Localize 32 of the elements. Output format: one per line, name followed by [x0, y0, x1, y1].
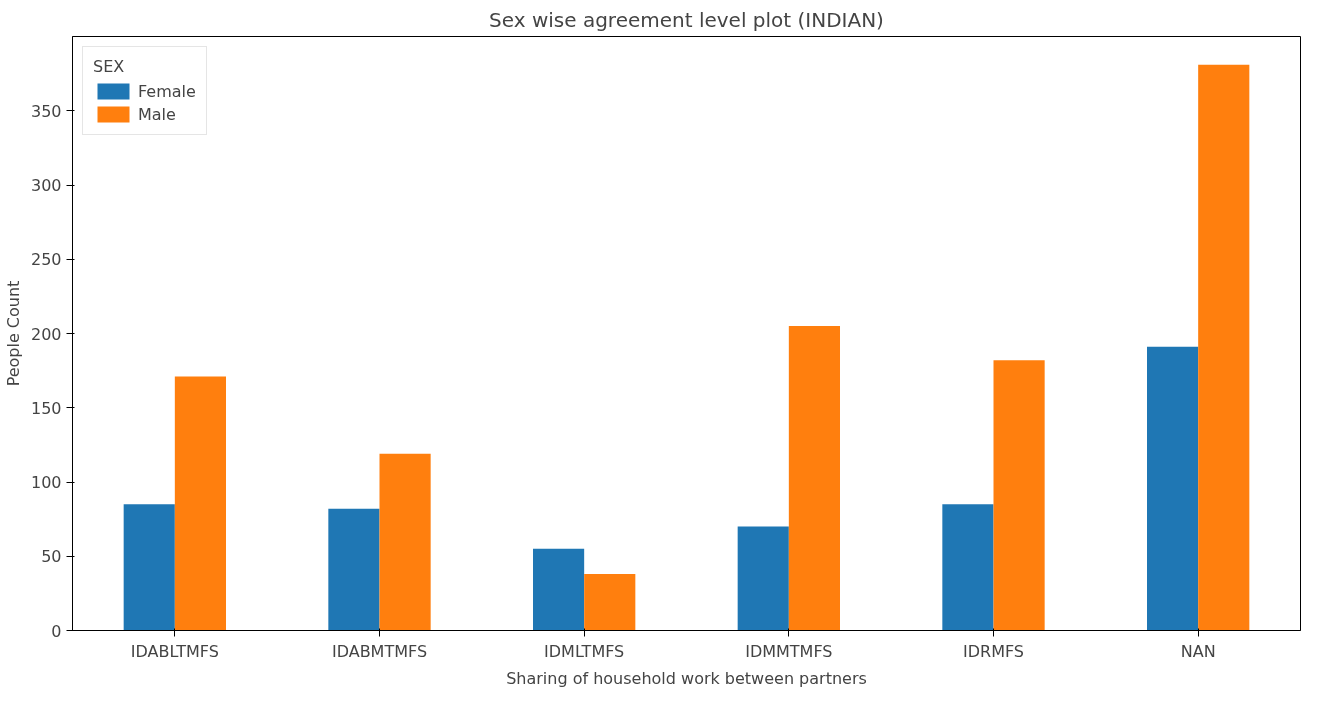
- bar: [533, 548, 585, 631]
- bar: [584, 574, 636, 631]
- y-tick-label: 250: [30, 250, 62, 270]
- y-tick-label: 0: [51, 621, 62, 641]
- bar: [174, 376, 226, 631]
- y-tick-label: 150: [30, 398, 62, 418]
- bar: [379, 453, 431, 631]
- chart-title: Sex wise agreement level plot (INDIAN): [489, 7, 884, 32]
- bar: [328, 508, 380, 631]
- bar: [1147, 346, 1199, 631]
- legend-label: Male: [138, 104, 176, 124]
- y-tick-label: 50: [41, 547, 62, 567]
- bar: [788, 326, 840, 631]
- x-tick-label: NAN: [1180, 641, 1216, 661]
- y-tick-label: 200: [30, 324, 62, 344]
- x-tick-label: IDABMTMFS: [331, 641, 428, 661]
- bar: [737, 526, 789, 631]
- bar: [1198, 64, 1250, 631]
- bar: [993, 360, 1045, 631]
- y-tick-label: 100: [30, 473, 62, 492]
- x-tick-label: IDMMTMFS: [745, 641, 833, 661]
- y-axis-title: People Count: [3, 280, 23, 387]
- x-axis-title: Sharing of household work between partners: [506, 668, 867, 688]
- legend-title: SEX: [93, 57, 126, 76]
- bar: [123, 504, 175, 631]
- bar: [942, 504, 994, 631]
- x-tick-label: IDRMFS: [962, 641, 1025, 661]
- y-tick-label: 300: [30, 176, 62, 195]
- x-tick-label: IDMLTMFS: [544, 641, 625, 661]
- x-tick-label: IDABLTMFS: [130, 641, 219, 661]
- legend-label: Female: [138, 81, 196, 101]
- y-tick-label: 350: [30, 101, 62, 121]
